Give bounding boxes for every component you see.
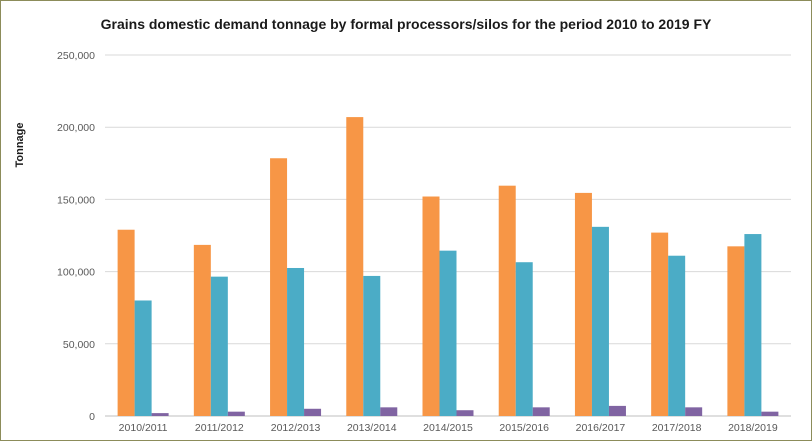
bar [287, 267, 305, 416]
bar [227, 411, 245, 416]
bar [456, 410, 474, 416]
x-tick-label: 2015/2016 [499, 422, 549, 434]
bar [210, 276, 228, 416]
bar [346, 117, 364, 416]
bar [151, 413, 169, 416]
x-tick-label: 2011/2012 [195, 422, 244, 434]
y-tick-label: 100,000 [57, 267, 95, 279]
bar [498, 185, 516, 416]
y-tick-label: 250,000 [57, 50, 95, 62]
y-axis-ticks: 0 50,000 100,000 150,000 200,000 250,000 [57, 50, 95, 423]
bar [608, 405, 626, 416]
bar [685, 407, 703, 416]
bars [117, 117, 779, 416]
bar [761, 411, 779, 416]
bar [574, 192, 592, 416]
bar [591, 226, 609, 416]
y-tick-label: 50,000 [63, 339, 95, 351]
x-tick-label: 2017/2018 [652, 422, 702, 434]
bar [727, 246, 745, 416]
bar [515, 262, 533, 416]
y-tick-label: 200,000 [57, 122, 95, 134]
x-tick-label: 2018/2019 [728, 422, 778, 434]
x-axis-ticks: 2010/2011 2011/2012 2012/2013 2013/2014 2014… [119, 422, 778, 434]
bar [532, 407, 550, 416]
bar [422, 196, 440, 416]
x-tick-label: 2010/2011 [119, 422, 168, 434]
x-tick-label: 2016/2017 [576, 422, 626, 434]
y-tick-label: 0 [89, 411, 95, 423]
x-tick-label: 2013/2014 [347, 422, 397, 434]
y-tick-label: 150,000 [57, 194, 95, 206]
bar [744, 234, 762, 416]
y-axis-label: Tonnage [14, 122, 26, 167]
x-tick-label: 2014/2015 [423, 422, 473, 434]
bar [134, 300, 152, 416]
bar [651, 232, 669, 416]
x-tick-label: 2012/2013 [271, 422, 321, 434]
bar [439, 250, 457, 416]
chart-title: Grains domestic demand tonnage by formal… [101, 16, 712, 32]
bar [117, 229, 135, 416]
bar [363, 275, 381, 416]
bar [270, 158, 288, 416]
bar [380, 407, 398, 416]
bar [304, 408, 322, 416]
bar [668, 255, 686, 416]
bar [193, 244, 211, 416]
